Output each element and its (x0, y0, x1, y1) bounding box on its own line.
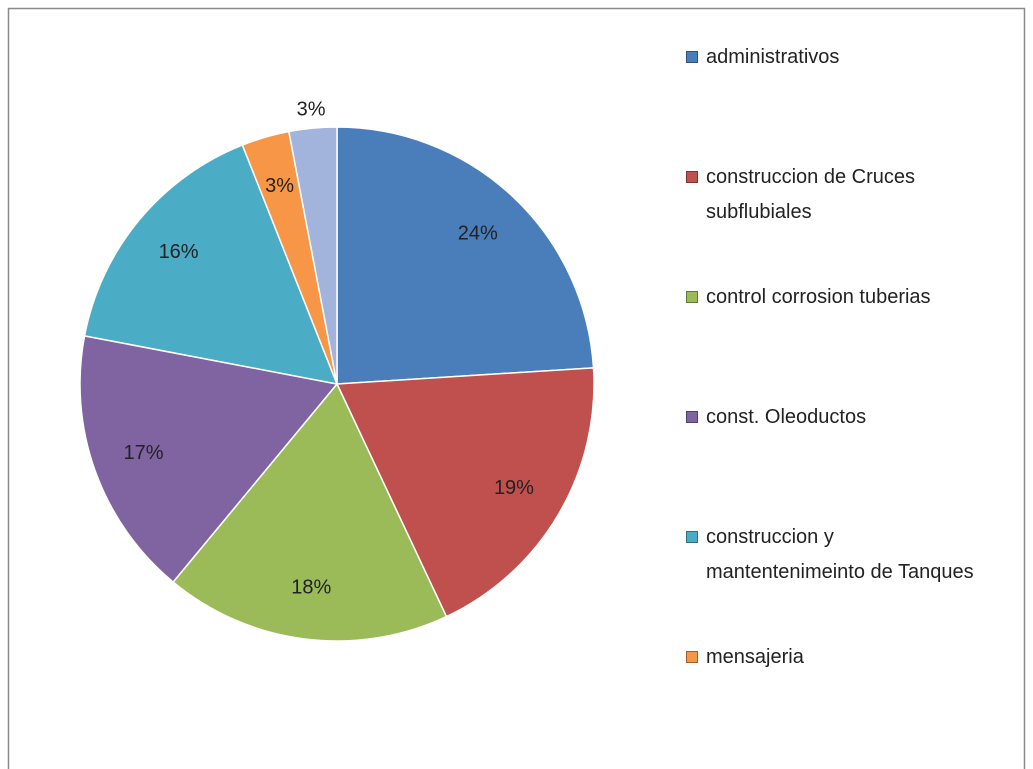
legend-entry: const. Oleoductos (686, 400, 996, 435)
legend-swatch (686, 411, 698, 423)
data-label: 3% (265, 175, 294, 197)
legend-label: control corrosion tuberias (706, 286, 931, 308)
legend-swatch (686, 651, 698, 663)
legend-label: mensajeria (706, 646, 804, 668)
data-label: 3% (297, 99, 326, 121)
legend-entry: control corrosion tuberias (686, 280, 996, 315)
legend-label: administrativos (706, 46, 840, 68)
pie-slice (172, 382, 448, 642)
legend-entry: construccion y mantentenimeinto de Tanqu… (686, 520, 996, 590)
data-label: 17% (124, 442, 164, 464)
pie-slice (336, 126, 595, 385)
legend-swatch (686, 51, 698, 63)
legend-label: const. Oleoductos (706, 406, 867, 428)
legend-swatch (686, 531, 698, 543)
data-label: 24% (458, 222, 498, 244)
pie-slice (287, 126, 338, 385)
legend-entry: construccion de Cruces subflubiales (686, 160, 996, 230)
legend-entry: mensajeria (686, 640, 996, 675)
legend-swatch (686, 291, 698, 303)
data-label: 18% (291, 576, 331, 598)
data-label: 19% (494, 477, 534, 499)
legend-label: construccion de Cruces subflubiales (706, 166, 915, 223)
pie-slice (83, 144, 339, 385)
legend-label: construccion y mantentenimeinto de Tanqu… (706, 526, 974, 583)
frame (7, 7, 1026, 769)
pie-slice (335, 367, 595, 618)
pie-slice (79, 334, 339, 584)
legend-swatch (686, 171, 698, 183)
data-label: 16% (159, 241, 199, 263)
legend-entry: administrativos (686, 40, 996, 75)
